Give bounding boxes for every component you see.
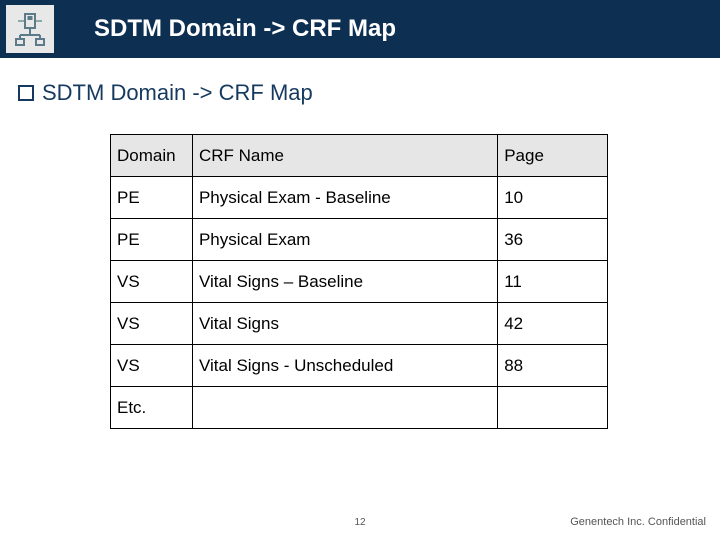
cell-crfname: Vital Signs – Baseline — [192, 261, 497, 303]
col-header-page: Page — [498, 135, 608, 177]
col-header-domain: Domain — [111, 135, 193, 177]
cell-domain: VS — [111, 261, 193, 303]
table-row: Etc. — [111, 387, 608, 429]
cell-crfname — [192, 387, 497, 429]
table-row: VSVital Signs42 — [111, 303, 608, 345]
cell-page: 10 — [498, 177, 608, 219]
crf-map-table: Domain CRF Name Page PEPhysical Exam - B… — [110, 134, 608, 429]
cell-page: 42 — [498, 303, 608, 345]
section-heading: SDTM Domain -> CRF Map — [18, 80, 720, 106]
cell-domain: VS — [111, 345, 193, 387]
cell-domain: PE — [111, 219, 193, 261]
cell-page — [498, 387, 608, 429]
table-row: VSVital Signs - Unscheduled88 — [111, 345, 608, 387]
slide-header: SDTM Domain -> CRF Map — [0, 0, 720, 58]
table-row: PEPhysical Exam - Baseline10 — [111, 177, 608, 219]
table-header-row: Domain CRF Name Page — [111, 135, 608, 177]
cell-page: 11 — [498, 261, 608, 303]
cell-page: 88 — [498, 345, 608, 387]
header-title: SDTM Domain -> CRF Map — [94, 15, 396, 43]
table-row: VSVital Signs – Baseline11 — [111, 261, 608, 303]
cell-domain: PE — [111, 177, 193, 219]
logo-icon — [6, 5, 54, 53]
page-number: 12 — [354, 517, 365, 528]
cell-domain: Etc. — [111, 387, 193, 429]
footer-confidential: Genentech Inc. Confidential — [570, 516, 706, 528]
section-title: SDTM Domain -> CRF Map — [42, 80, 313, 106]
cell-crfname: Physical Exam - Baseline — [192, 177, 497, 219]
cell-crfname: Physical Exam — [192, 219, 497, 261]
cell-page: 36 — [498, 219, 608, 261]
table-row: PEPhysical Exam36 — [111, 219, 608, 261]
col-header-crfname: CRF Name — [192, 135, 497, 177]
cell-crfname: Vital Signs - Unscheduled — [192, 345, 497, 387]
bullet-square-icon — [18, 85, 34, 101]
cell-crfname: Vital Signs — [192, 303, 497, 345]
cell-domain: VS — [111, 303, 193, 345]
